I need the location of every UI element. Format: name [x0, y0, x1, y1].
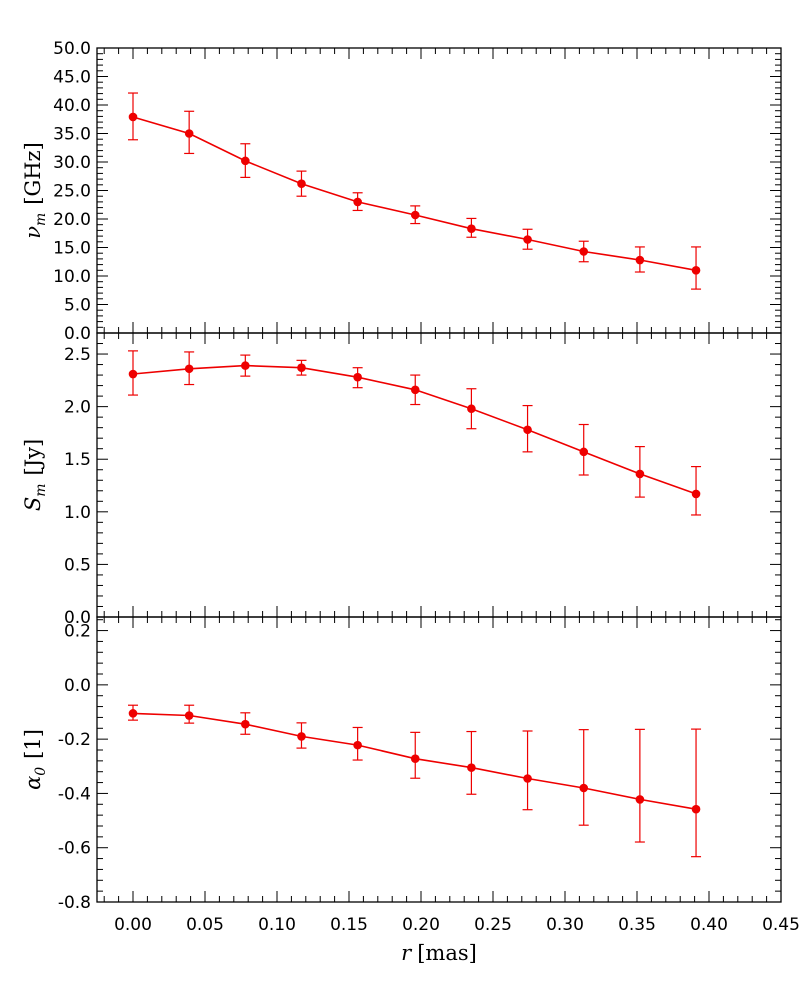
data-point	[128, 709, 138, 718]
y-tick-label: 0.0	[64, 324, 91, 344]
axes-frame	[96, 616, 782, 903]
y-axis-unit: [Jy]	[21, 439, 45, 476]
data-point	[467, 763, 476, 772]
series-line	[132, 116, 697, 272]
y-tick-label: 5.0	[64, 296, 91, 316]
data-point	[297, 363, 306, 373]
data-point	[635, 255, 645, 265]
y-tick-label: 0.0	[64, 608, 91, 628]
panel-middle: 0.0 0.5 1.0 1.5 2.0 2.5 Sm [Jy]	[21, 332, 782, 628]
y-tick-label: 50.0	[53, 39, 91, 59]
data-point	[410, 385, 420, 395]
y-axis-subscript: m	[33, 213, 49, 226]
panel-bottom: -0.8 -0.6 -0.4 -0.2 0.0 0.2 α0 [1]	[21, 616, 782, 913]
axes-frame	[96, 47, 782, 334]
y-tick-label: 2.5	[64, 345, 91, 365]
data-point	[353, 740, 362, 750]
data-point	[128, 112, 138, 122]
x-tick-label: 0.30	[546, 915, 584, 935]
y-tick-label: -0.4	[58, 784, 91, 804]
x-tick-label: 0.05	[186, 915, 224, 935]
data-point	[523, 425, 532, 435]
data-point	[467, 404, 476, 414]
data-point	[579, 783, 589, 793]
x-tick-label: 0.25	[474, 915, 512, 935]
data-point	[353, 197, 362, 207]
y-tick-label: 2.0	[64, 398, 91, 418]
x-tick-label: 0.15	[330, 915, 368, 935]
data-point	[184, 364, 194, 374]
y-tick-label: 0.0	[64, 676, 91, 696]
y-axis-label: α0 [1]	[21, 729, 49, 790]
data-point	[353, 372, 362, 382]
data-point	[184, 129, 194, 138]
y-tick-label: 20.0	[53, 210, 91, 230]
y-tick-label: 10.0	[53, 267, 91, 287]
y-axis-label: Sm [Jy]	[21, 439, 49, 511]
x-tick-label: 0.20	[402, 915, 440, 935]
y-tick-label: -0.6	[58, 839, 91, 859]
data-point	[579, 447, 589, 457]
y-tick-label: 0.5	[64, 555, 91, 575]
data-point	[523, 235, 532, 244]
y-tick-label: 15.0	[53, 239, 91, 259]
y-tick-label: 35.0	[53, 125, 91, 145]
y-axis-symbol: ν	[21, 226, 45, 239]
y-tick-label: 40.0	[53, 96, 91, 116]
y-tick-label: 30.0	[53, 153, 91, 173]
data-point	[241, 156, 250, 166]
y-axis-label: νm [GHz]	[21, 142, 49, 239]
x-tick-label: 0.35	[618, 915, 656, 935]
axes-frame	[96, 332, 782, 618]
x-tick-label: 0.40	[690, 915, 728, 935]
data-point	[691, 489, 701, 499]
x-tick-label: 0.10	[258, 915, 296, 935]
data-point	[297, 179, 306, 188]
y-axis-unit: [1]	[21, 729, 45, 759]
y-tick-label: 0.2	[64, 622, 91, 642]
y-axis-symbol: α	[21, 776, 45, 790]
data-point	[241, 361, 250, 370]
y-tick-label: 1.5	[64, 450, 91, 470]
data-point	[635, 469, 645, 479]
y-axis-subscript: m	[33, 484, 49, 497]
data-point	[128, 369, 138, 379]
x-axis-label: r [mas]	[401, 941, 477, 965]
data-point	[410, 754, 420, 763]
panel-top: 0.0 5.0 10.0 15.0 20.0 25.0 30.0 35.0 40.0 45.0 50…	[21, 39, 782, 344]
series-line	[132, 364, 697, 495]
data-point	[410, 210, 420, 220]
data-point	[691, 804, 701, 814]
y-tick-label: 25.0	[53, 182, 91, 202]
y-axis-subscript: 0	[33, 767, 49, 776]
y-tick-label: 45.0	[53, 68, 91, 88]
y-tick-label: -0.8	[58, 893, 91, 913]
y-tick-label: -0.2	[58, 730, 91, 750]
y-tick-label: 1.0	[64, 503, 91, 523]
x-axis-unit: [mas]	[417, 941, 477, 965]
data-point	[297, 732, 306, 741]
y-axis-unit: [GHz]	[21, 142, 45, 205]
x-tick-label: 0.45	[762, 915, 800, 935]
x-axis-symbol: r	[401, 941, 413, 965]
data-point	[241, 719, 250, 729]
data-point	[523, 774, 532, 783]
data-point	[467, 224, 476, 233]
x-tick-label: 0.00	[114, 915, 152, 935]
data-point	[635, 795, 645, 804]
data-point	[691, 266, 701, 275]
data-point	[579, 247, 589, 256]
data-point	[184, 711, 194, 720]
y-axis-symbol: S	[21, 497, 45, 511]
